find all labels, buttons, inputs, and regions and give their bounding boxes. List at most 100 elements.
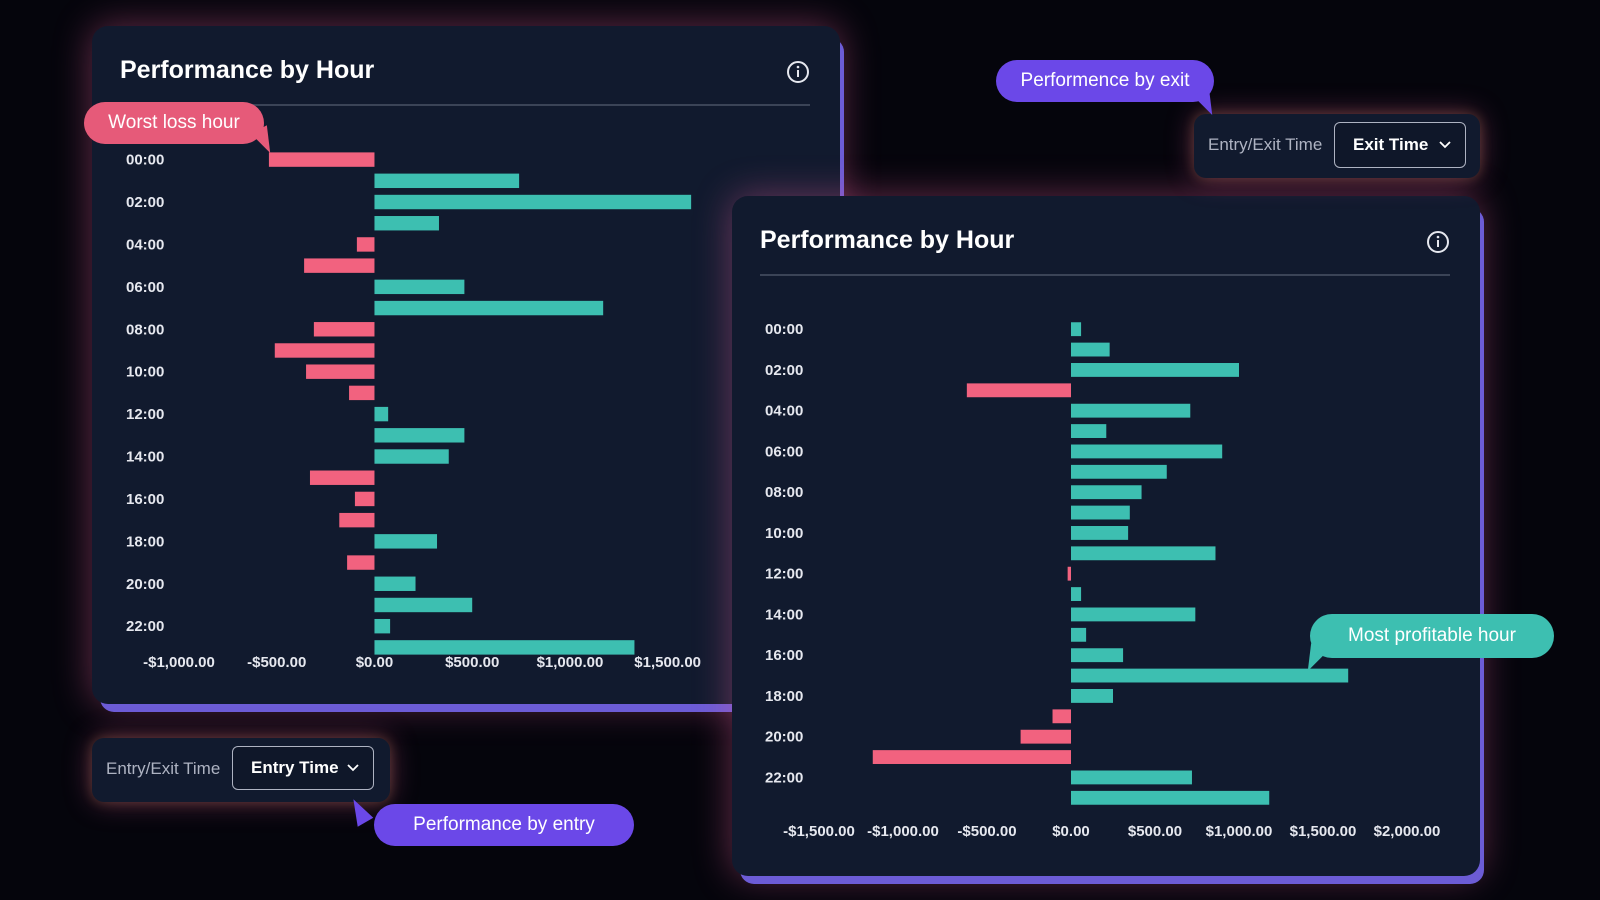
bar-0300[interactable] xyxy=(966,383,1071,398)
chevron-down-icon xyxy=(347,764,359,772)
bar-2200[interactable] xyxy=(374,618,391,634)
y-tick-label: 08:00 xyxy=(765,484,803,501)
bar-0400[interactable] xyxy=(1071,403,1191,418)
bar-1200[interactable] xyxy=(1067,566,1071,581)
x-tick-label: $0.00 xyxy=(356,654,394,671)
exit-bar-chart: 00:00 02:00 04:00 06:00 08:00 10:00 12:00 14:00… xyxy=(765,321,1440,840)
entry-chart-card: Performance by Hour 00:00 02:00 04:00 06:00… xyxy=(92,26,840,704)
x-tick-label: $1,500.00 xyxy=(1290,823,1357,840)
y-tick-label: 08:00 xyxy=(126,321,164,338)
y-tick-label: 12:00 xyxy=(765,566,803,583)
bar-1300[interactable] xyxy=(1071,587,1082,601)
y-tick-label: 20:00 xyxy=(126,576,164,593)
bar-1700[interactable] xyxy=(339,512,375,528)
bar-1100[interactable] xyxy=(1071,546,1216,561)
bar-1400[interactable] xyxy=(1071,607,1196,622)
bar-1500[interactable] xyxy=(309,470,375,485)
bar-1900[interactable] xyxy=(347,555,375,570)
bar-0900[interactable] xyxy=(1071,505,1130,520)
bar-0000[interactable] xyxy=(1071,322,1082,337)
x-tick-label: $1,000.00 xyxy=(1206,823,1273,840)
bar-0000[interactable] xyxy=(268,152,375,167)
chevron-down-icon xyxy=(1439,141,1451,149)
bar-2300[interactable] xyxy=(1071,790,1270,805)
y-tick-label: 16:00 xyxy=(126,491,164,508)
y-tick-label: 18:00 xyxy=(765,688,803,705)
y-tick-label: 22:00 xyxy=(126,618,164,635)
bar-0300[interactable] xyxy=(374,216,439,231)
bar-2000[interactable] xyxy=(374,576,416,591)
bar-1800[interactable] xyxy=(374,534,438,549)
bar-0100[interactable] xyxy=(374,173,520,189)
most-profitable-callout: Most profitable hour xyxy=(1310,614,1554,658)
select-value: Exit Time xyxy=(1353,135,1429,154)
bar-1700[interactable] xyxy=(1071,668,1349,683)
y-tick-label: 22:00 xyxy=(765,769,803,786)
card-title: Performance by Hour xyxy=(760,226,1015,254)
y-tick-label: 04:00 xyxy=(126,236,164,253)
entry-time-select[interactable]: Entry Time xyxy=(232,746,374,790)
info-icon[interactable] xyxy=(786,60,810,84)
bar-0600[interactable] xyxy=(374,279,465,295)
y-tick-label: 20:00 xyxy=(765,729,803,746)
bar-1600[interactable] xyxy=(1071,648,1124,663)
y-tick-label: 00:00 xyxy=(765,321,803,338)
y-tick-label: 16:00 xyxy=(765,647,803,664)
y-tick-label: 02:00 xyxy=(126,194,164,211)
y-tick-label: 06:00 xyxy=(126,279,164,296)
bar-0900[interactable] xyxy=(274,343,375,358)
exit-time-select[interactable]: Exit Time xyxy=(1334,122,1466,168)
bar-1400[interactable] xyxy=(374,449,449,464)
x-tick-label: $0.00 xyxy=(1052,823,1090,840)
bar-1900[interactable] xyxy=(1052,709,1071,724)
bar-1300[interactable] xyxy=(374,428,465,443)
x-tick-label: $500.00 xyxy=(1128,823,1182,840)
bar-0800[interactable] xyxy=(313,322,375,337)
bar-2100[interactable] xyxy=(872,750,1071,764)
bar-1800[interactable] xyxy=(1071,689,1113,703)
x-tick-label: -$1,000.00 xyxy=(143,654,215,671)
bar-0500[interactable] xyxy=(1071,424,1107,438)
bar-0400[interactable] xyxy=(356,237,375,252)
bar-1000[interactable] xyxy=(1071,526,1129,540)
bar-1200[interactable] xyxy=(374,406,389,422)
worst-loss-callout: Worst loss hour xyxy=(84,102,264,144)
perf-by-entry-callout: Performance by entry xyxy=(374,804,634,846)
bar-0500[interactable] xyxy=(304,258,375,273)
bar-2300[interactable] xyxy=(374,640,635,655)
perf-by-exit-callout: Performence by exit xyxy=(996,60,1214,102)
entry-bar-chart: 00:00 02:00 04:00 06:00 08:00 10:00 12:00 14:00… xyxy=(126,152,701,671)
bar-2200[interactable] xyxy=(1071,770,1192,785)
bar-1100[interactable] xyxy=(349,385,375,401)
y-tick-label: 02:00 xyxy=(765,362,803,379)
bar-0100[interactable] xyxy=(1071,342,1110,357)
exit-chart-card: Performance by Hour 00:00 02:00 04:00 06:00… xyxy=(732,196,1480,876)
select-value: Entry Time xyxy=(251,758,339,777)
bar-0200[interactable] xyxy=(374,194,692,210)
bar-2100[interactable] xyxy=(374,597,473,613)
bar-0700[interactable] xyxy=(1071,464,1167,479)
bar-2000[interactable] xyxy=(1020,729,1071,744)
bar-1600[interactable] xyxy=(354,491,375,507)
y-tick-label: 10:00 xyxy=(765,525,803,542)
bar-0200[interactable] xyxy=(1071,363,1239,377)
toggle-label: Entry/Exit Time xyxy=(1208,135,1323,154)
x-tick-label: $1,500.00 xyxy=(634,654,701,671)
bar-0600[interactable] xyxy=(1071,444,1223,459)
bar-0700[interactable] xyxy=(374,300,604,316)
info-icon[interactable] xyxy=(1426,230,1450,254)
y-tick-label: 14:00 xyxy=(765,606,803,623)
entry-time-toggle-panel: Entry/Exit Time Entry Time xyxy=(92,738,390,802)
y-tick-label: 10:00 xyxy=(126,364,164,381)
y-tick-label: 06:00 xyxy=(765,443,803,460)
bar-0800[interactable] xyxy=(1071,485,1142,500)
x-tick-label: -$500.00 xyxy=(957,823,1016,840)
y-tick-label: 18:00 xyxy=(126,533,164,550)
bar-1500[interactable] xyxy=(1071,627,1087,642)
card-title: Performance by Hour xyxy=(120,56,375,84)
x-tick-label: -$500.00 xyxy=(247,654,306,671)
y-tick-label: 12:00 xyxy=(126,406,164,423)
y-tick-label: 04:00 xyxy=(765,403,803,420)
bar-1000[interactable] xyxy=(306,364,375,379)
x-tick-label: -$1,500.00 xyxy=(783,823,855,840)
